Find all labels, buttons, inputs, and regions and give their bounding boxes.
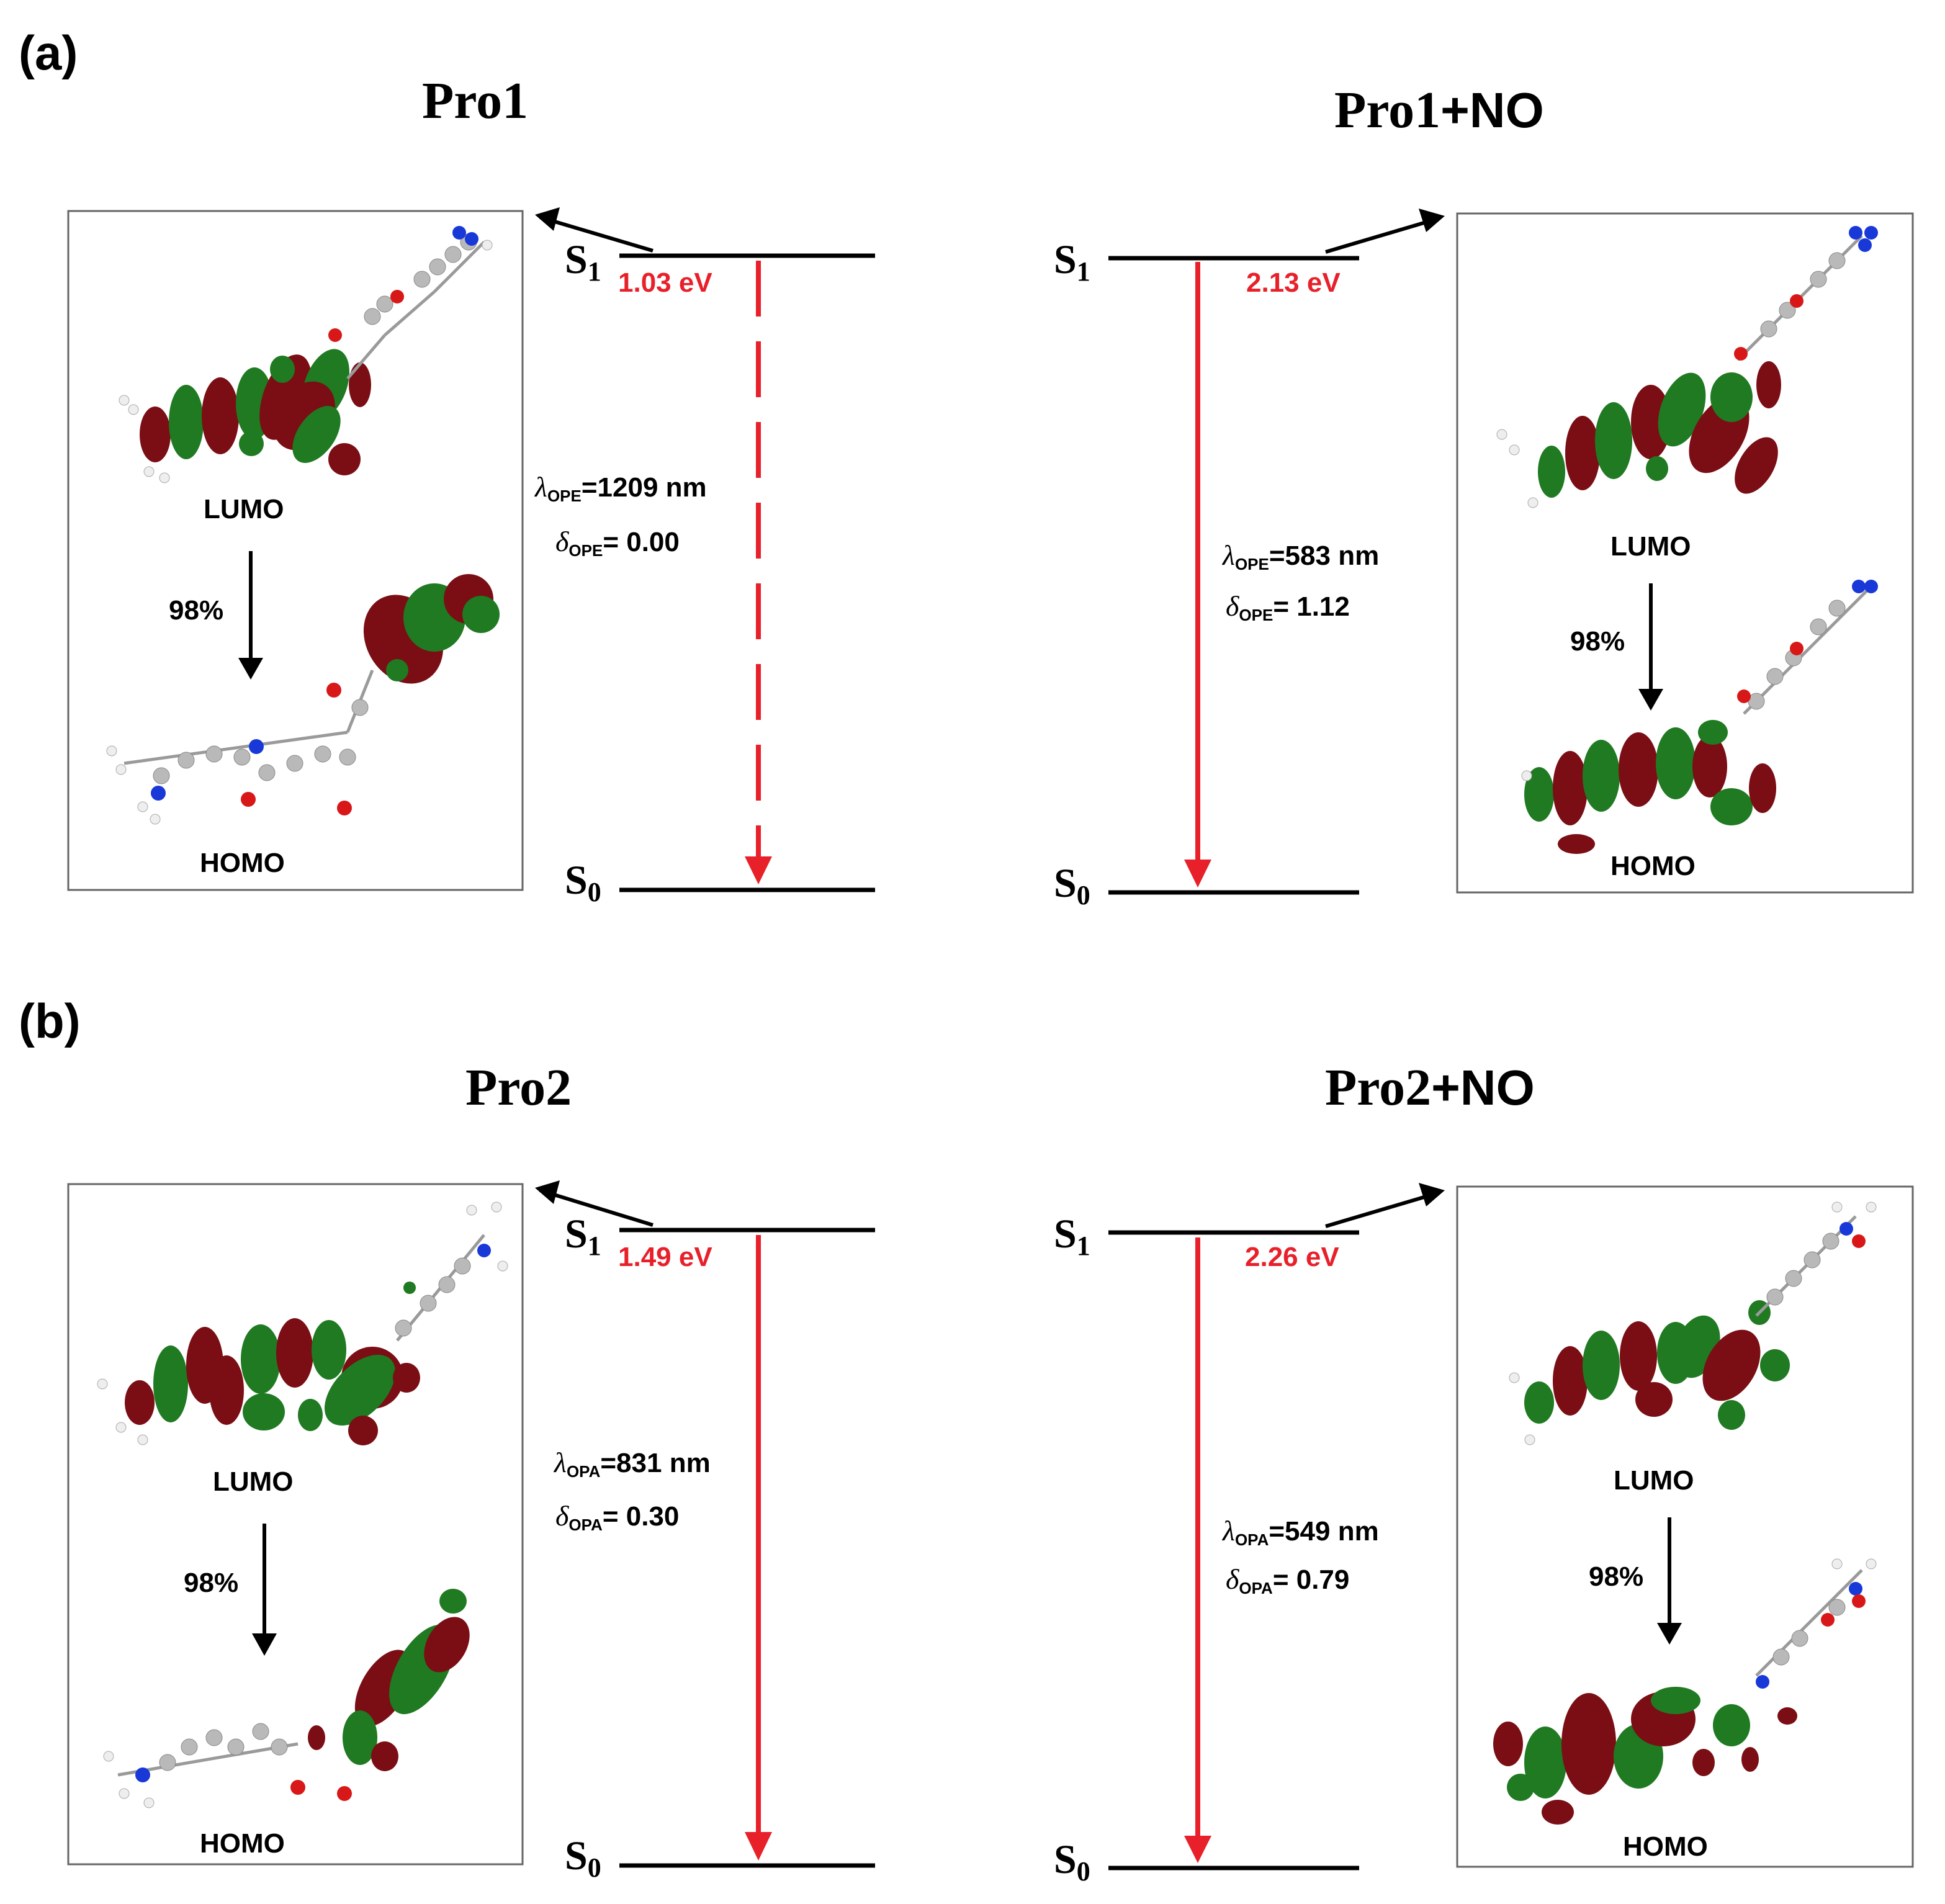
s0-label: S0 bbox=[1054, 861, 1090, 910]
diagram-pro2: Pro2 bbox=[67, 1059, 875, 1883]
lambda-label: λOPE=1209 nm bbox=[534, 471, 707, 505]
s0-label: S0 bbox=[565, 858, 601, 907]
homo-orbital-image bbox=[106, 574, 500, 825]
s1-label: S1 bbox=[1054, 1211, 1090, 1261]
percent-label: 98% bbox=[169, 595, 223, 626]
pointer-arrowhead bbox=[1419, 209, 1445, 232]
lumo-label: LUMO bbox=[204, 494, 284, 524]
pointer-arrow bbox=[539, 215, 654, 253]
lambda-label: λOPA=831 nm bbox=[553, 1447, 711, 1481]
lambda-label: λOPE=583 nm bbox=[1221, 539, 1379, 573]
diagram-pro1-no: Pro1+NO S1 2.13 eV S0 λOPE=583 nm δOPE= … bbox=[1054, 81, 1914, 910]
homo-label: HOMO bbox=[200, 1828, 285, 1859]
pointer-arrow bbox=[1325, 1191, 1439, 1228]
arrowhead bbox=[252, 1633, 277, 1656]
lumo-orbital-image bbox=[1509, 1201, 1877, 1445]
panel-b: (b) Pro2 bbox=[19, 994, 1914, 1887]
orbital-box bbox=[67, 210, 524, 891]
pointer-arrowhead bbox=[1419, 1183, 1445, 1206]
percent-label: 98% bbox=[184, 1568, 238, 1598]
s0-label: S0 bbox=[565, 1833, 601, 1883]
arrowhead bbox=[1657, 1623, 1682, 1645]
delta-label: δOPA= 0.30 bbox=[555, 1500, 679, 1534]
homo-label: HOMO bbox=[1623, 1831, 1708, 1862]
diagram-pro1: Pro1 LUMO 98% bbox=[67, 72, 875, 907]
homo-label: HOMO bbox=[200, 848, 285, 878]
lambda-label: λOPA=549 nm bbox=[1221, 1515, 1379, 1549]
lumo-label: LUMO bbox=[1610, 531, 1691, 562]
percent-label: 98% bbox=[1589, 1561, 1643, 1592]
s0-label: S0 bbox=[1054, 1837, 1090, 1887]
lumo-label: LUMO bbox=[213, 1466, 294, 1497]
s1-label: S1 bbox=[565, 237, 601, 287]
orbital-box bbox=[67, 1183, 524, 1866]
s1-label: S1 bbox=[565, 1211, 601, 1261]
transition-arrowhead bbox=[745, 1832, 772, 1861]
delta-label: δOPE= 1.12 bbox=[1226, 590, 1350, 624]
energy-gap-label: 2.13 eV bbox=[1246, 267, 1341, 298]
diagram-pro2-no: Pro2+NO S1 2.26 eV S0 λOPA=549 nm δOPA= … bbox=[1054, 1059, 1914, 1887]
homo-orbital-image bbox=[103, 1589, 470, 1808]
lumo-orbital-image bbox=[1496, 226, 1878, 508]
panel-a: (a) Pro1 LUMO 98% bbox=[19, 25, 1914, 910]
lumo-orbital-image bbox=[97, 1201, 508, 1445]
panel-label-b: (b) bbox=[19, 994, 81, 1048]
homo-label: HOMO bbox=[1610, 851, 1696, 881]
percent-label: 98% bbox=[1570, 626, 1625, 657]
transition-arrowhead bbox=[1184, 860, 1211, 887]
transition-arrowhead bbox=[745, 856, 772, 884]
pointer-arrowhead bbox=[535, 207, 560, 231]
diagram-title: Pro1 bbox=[422, 72, 528, 130]
s1-label: S1 bbox=[1054, 237, 1090, 287]
pointer-arrowhead bbox=[535, 1180, 560, 1204]
homo-orbital-image bbox=[1521, 580, 1878, 854]
homo-orbital-image bbox=[1493, 1558, 1877, 1825]
diagram-title: Pro2+NO bbox=[1325, 1059, 1535, 1116]
energy-gap-label: 2.26 eV bbox=[1245, 1242, 1339, 1272]
arrowhead bbox=[238, 658, 263, 680]
diagram-title: Pro1+NO bbox=[1334, 81, 1544, 139]
energy-gap-label: 1.49 eV bbox=[618, 1242, 712, 1272]
panel-label-a: (a) bbox=[19, 25, 78, 80]
transition-arrowhead bbox=[1184, 1836, 1211, 1863]
energy-gap-label: 1.03 eV bbox=[618, 267, 712, 298]
diagram-title: Pro2 bbox=[465, 1059, 572, 1116]
pointer-arrow bbox=[1325, 217, 1439, 254]
lumo-label: LUMO bbox=[1614, 1465, 1694, 1496]
delta-label: δOPA= 0.79 bbox=[1226, 1563, 1349, 1597]
arrowhead bbox=[1638, 689, 1663, 711]
pointer-arrow bbox=[539, 1188, 654, 1227]
delta-label: δOPE= 0.00 bbox=[555, 526, 680, 560]
